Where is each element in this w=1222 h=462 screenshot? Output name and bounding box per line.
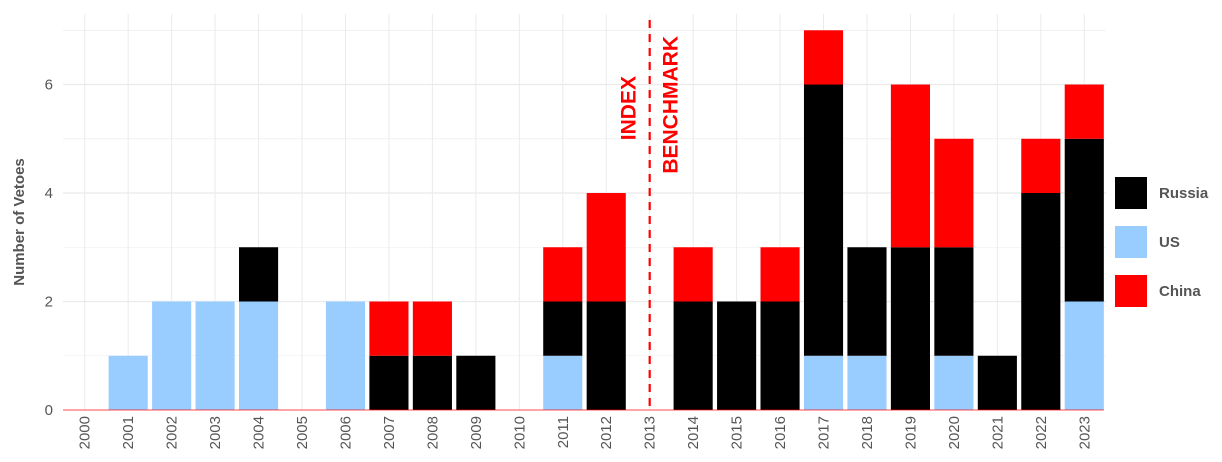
bar-russia-2009 (456, 355, 496, 410)
x-tick-label: 2007 (381, 416, 398, 449)
bar-china-2022 (1021, 138, 1061, 194)
x-tick-label: 2001 (120, 416, 137, 449)
legend-label-china: China (1159, 283, 1201, 300)
bar-us-2004 (239, 301, 279, 410)
x-tick-label: 2023 (1076, 416, 1093, 449)
bar-china-2019 (890, 84, 930, 248)
legend: Russia US China (1115, 177, 1209, 307)
x-tick-label: 2022 (1033, 416, 1050, 449)
legend-item-china: China (1115, 275, 1201, 307)
annotation-label-benchmark: BENCHMARK (660, 36, 683, 174)
x-tick-label: 2015 (729, 416, 746, 449)
x-tick-label: 2011 (555, 416, 572, 448)
legend-swatch-russia (1115, 177, 1147, 209)
bar-china-2016 (760, 247, 800, 302)
bar-china-2011 (543, 247, 583, 302)
x-tick-label: 2003 (207, 416, 224, 449)
bar-russia-2017 (803, 84, 844, 356)
x-tick-label: 2010 (511, 416, 528, 449)
x-tick-label: 2006 (337, 416, 354, 449)
x-tick-label: 2004 (251, 416, 268, 449)
legend-item-us: US (1115, 226, 1180, 258)
legend-swatch-china (1115, 275, 1147, 307)
bar-russia-2020 (934, 247, 974, 356)
x-tick-label: 2016 (772, 416, 789, 449)
bar-us-2020 (934, 355, 974, 410)
bar-russia-2016 (760, 301, 800, 410)
bar-russia-2012 (586, 301, 626, 410)
bar-china-2008 (412, 301, 452, 356)
bar-russia-2019 (890, 247, 930, 410)
y-tick-label: 4 (45, 185, 53, 202)
x-tick-label: 2017 (816, 416, 833, 449)
legend-label-russia: Russia (1159, 185, 1209, 202)
x-axis: 2000 2001 2002 2003 2004 2005 2006 2007 2008 2009… (77, 416, 1094, 449)
bar-china-2023 (1064, 84, 1104, 139)
x-tick-label: 2021 (989, 416, 1006, 449)
legend-swatch-us (1115, 226, 1147, 258)
x-tick-label: 2014 (685, 416, 702, 449)
bar-us-2003 (195, 301, 235, 410)
bar-russia-2023 (1064, 138, 1104, 302)
bar-russia-2004 (239, 247, 279, 302)
index-benchmark-annotation: INDEX BENCHMARK (618, 20, 683, 410)
bar-russia-2008 (412, 355, 452, 410)
x-tick-label: 2013 (642, 416, 659, 449)
legend-item-russia: Russia (1115, 177, 1209, 209)
y-axis-title: Number of Vetoes (11, 158, 28, 286)
bar-china-2017 (803, 30, 844, 85)
x-tick-label: 2000 (77, 416, 94, 449)
x-tick-label: 2008 (424, 416, 441, 449)
x-tick-label: 2005 (294, 416, 311, 449)
x-tick-label: 2009 (468, 416, 485, 449)
x-tick-label: 2002 (164, 416, 181, 449)
x-tick-label: 2012 (598, 416, 615, 449)
bar-russia-2014 (673, 301, 713, 410)
bar-russia-2007 (369, 355, 409, 410)
x-tick-label: 2019 (902, 416, 919, 449)
x-tick-label: 2020 (946, 416, 963, 449)
y-axis: 0 2 4 6 (45, 77, 53, 419)
bar-us-2002 (152, 301, 192, 410)
y-tick-label: 0 (45, 402, 53, 419)
bar-us-2017 (803, 355, 844, 410)
bar-us-2018 (847, 355, 887, 410)
bar-china-2014 (673, 247, 713, 302)
y-tick-label: 6 (45, 77, 53, 94)
bar-us-2006 (325, 301, 366, 410)
bar-russia-2021 (977, 355, 1017, 410)
bar-china-2020 (934, 138, 974, 248)
bar-us-2011 (543, 355, 583, 410)
bar-china-2007 (369, 301, 409, 356)
bars (108, 30, 1104, 410)
bar-russia-2022 (1021, 193, 1061, 410)
y-tick-label: 2 (45, 294, 53, 311)
bar-china-2012 (586, 193, 626, 302)
legend-label-us: US (1159, 234, 1180, 251)
annotation-label-index: INDEX (618, 76, 641, 140)
bar-russia-2015 (717, 301, 757, 410)
bar-russia-2011 (543, 301, 583, 356)
bar-russia-2018 (847, 247, 887, 356)
x-tick-label: 2018 (859, 416, 876, 449)
bar-us-2001 (108, 355, 148, 410)
bar-us-2023 (1064, 301, 1104, 410)
